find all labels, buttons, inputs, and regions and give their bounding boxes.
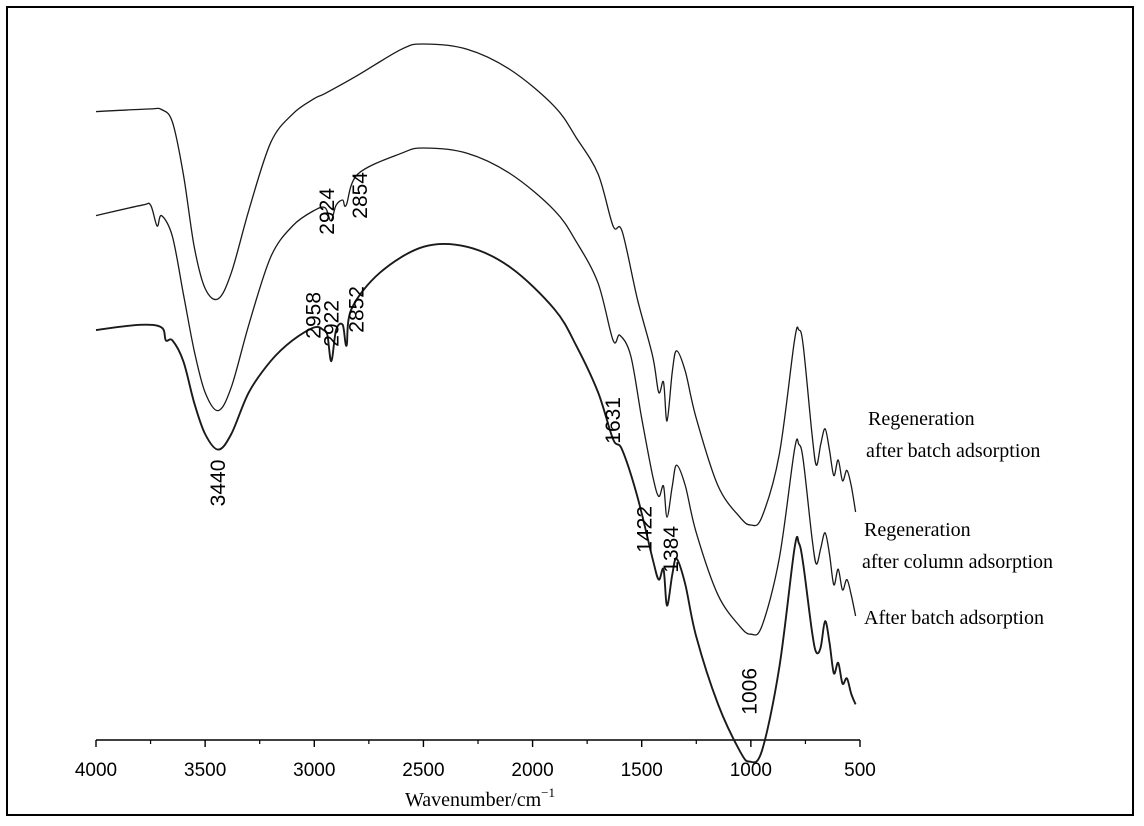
series-labels: Regeneration after batch adsorption Regene… [862, 408, 1053, 629]
series-label-line: Regeneration [864, 519, 971, 541]
x-axis-title-text: Wavenumber/cm [405, 789, 542, 811]
peak-label: 3440 [207, 460, 230, 507]
x-tick-label: 500 [844, 760, 876, 781]
series-line [95, 43, 857, 527]
peak-label: 2958 [302, 292, 325, 339]
x-axis-title: Wavenumber/cm−1 [405, 785, 555, 811]
x-tick-label: 4000 [75, 760, 117, 781]
series-label-line: after column adsorption [862, 551, 1053, 573]
series-label-line: After batch adsorption [864, 607, 1044, 629]
figure-frame [6, 6, 1134, 816]
peak-label: 1631 [602, 397, 625, 444]
x-tick-label: 2500 [402, 760, 444, 781]
x-tick-label: 2000 [511, 760, 553, 781]
x-tick-label: 1000 [730, 760, 772, 781]
series-line [95, 242, 857, 764]
series-line [95, 147, 857, 636]
peak-label: 1384 [660, 526, 683, 573]
x-tick-label: 1500 [621, 760, 663, 781]
spectra [95, 43, 857, 764]
x-axis-title-superscript: −1 [541, 785, 555, 800]
series-label-line: Regeneration [868, 408, 975, 430]
peak-label: 2924 [316, 188, 339, 235]
x-axis: 4000 3500 3000 2500 2000 1500 1000 500 [75, 739, 876, 781]
series-label-line: after batch adsorption [866, 440, 1040, 462]
peak-label: 2922 [320, 300, 343, 347]
peak-label: 1006 [739, 668, 762, 715]
peak-label: 2852 [346, 286, 369, 333]
peak-label: 2854 [349, 172, 372, 219]
x-tick-label: 3000 [293, 760, 335, 781]
x-tick-label: 3500 [184, 760, 226, 781]
peak-label: 1422 [634, 506, 657, 553]
